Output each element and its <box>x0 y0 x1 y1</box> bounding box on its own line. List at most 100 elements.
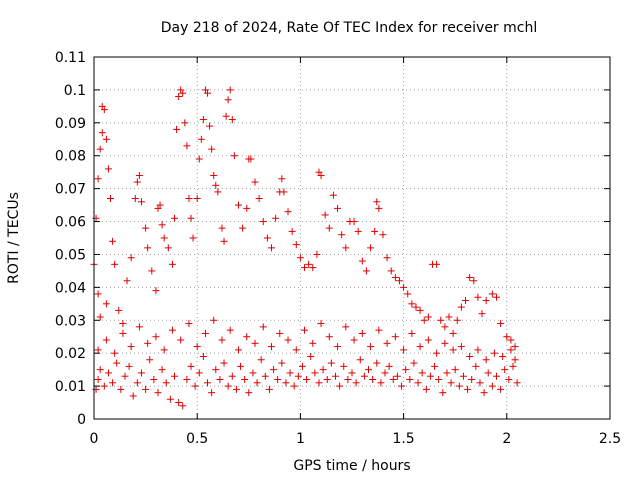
data-point <box>464 385 472 393</box>
data-point <box>113 359 121 367</box>
data-point <box>294 372 302 380</box>
data-point <box>325 224 333 232</box>
data-point <box>243 333 251 341</box>
data-point <box>408 300 416 308</box>
data-point <box>476 379 484 387</box>
data-point <box>391 273 399 281</box>
data-point <box>249 369 257 377</box>
data-point <box>96 145 104 153</box>
data-point <box>193 195 201 203</box>
data-point <box>284 208 292 216</box>
data-point <box>259 218 267 226</box>
data-point <box>443 369 451 377</box>
data-point <box>497 320 505 328</box>
data-point <box>201 329 209 337</box>
grid-lines <box>93 56 611 420</box>
data-point <box>317 320 325 328</box>
data-point <box>321 211 329 219</box>
data-point <box>237 362 245 370</box>
data-point <box>457 343 465 351</box>
data-point <box>416 306 424 314</box>
data-point <box>303 376 311 384</box>
data-point <box>472 362 480 370</box>
data-point <box>344 376 352 384</box>
data-point <box>482 297 490 305</box>
data-point <box>135 171 143 179</box>
data-point <box>451 366 459 374</box>
data-point <box>365 366 373 374</box>
data-point <box>305 260 313 268</box>
data-point <box>480 389 488 397</box>
data-point <box>503 333 511 341</box>
data-point <box>199 352 207 360</box>
data-point <box>226 86 234 94</box>
data-point <box>507 336 515 344</box>
data-point <box>459 372 467 380</box>
y-tick-label: 0.06 <box>55 215 86 231</box>
data-point <box>301 326 309 334</box>
data-point <box>354 227 362 235</box>
data-point <box>331 372 339 380</box>
x-tick-label: 1 <box>296 431 305 447</box>
data-point <box>247 155 255 163</box>
data-point <box>166 395 174 403</box>
data-point <box>218 336 226 344</box>
data-point <box>135 323 143 331</box>
data-point <box>507 346 515 354</box>
data-point <box>373 359 381 367</box>
data-point <box>350 336 358 344</box>
data-point <box>387 267 395 275</box>
data-point <box>490 349 498 357</box>
axis-ticks <box>93 56 611 420</box>
y-tick-label: 0.07 <box>55 182 86 198</box>
data-point <box>224 96 232 104</box>
data-point <box>286 369 294 377</box>
data-point <box>98 129 106 137</box>
data-point <box>127 343 135 351</box>
data-point <box>154 389 162 397</box>
data-point <box>466 352 474 360</box>
data-point <box>100 382 108 390</box>
y-tick-label: 0.1 <box>64 83 86 99</box>
data-point <box>241 376 249 384</box>
data-point <box>175 399 183 407</box>
data-point <box>309 339 317 347</box>
data-point <box>104 165 112 173</box>
data-point <box>497 385 505 393</box>
data-point <box>342 244 350 252</box>
data-point <box>170 214 178 222</box>
x-axis-label: GPS time / hours <box>293 458 410 474</box>
data-point <box>385 362 393 370</box>
data-point <box>234 346 242 354</box>
data-point <box>133 379 141 387</box>
data-point <box>280 188 288 196</box>
x-tick-label: 2.5 <box>599 431 621 447</box>
data-point <box>327 359 335 367</box>
y-tick-label: 0.11 <box>55 50 86 66</box>
data-point <box>323 376 331 384</box>
data-point <box>210 171 218 179</box>
data-point <box>311 369 319 377</box>
data-point <box>383 254 391 262</box>
data-point <box>290 382 298 390</box>
data-point <box>447 379 455 387</box>
data-point <box>251 339 259 347</box>
data-point <box>152 287 160 295</box>
data-point <box>119 320 127 328</box>
data-point <box>329 191 337 199</box>
data-point <box>449 329 457 337</box>
data-point <box>400 346 408 354</box>
data-point <box>402 366 410 374</box>
data-point <box>453 316 461 324</box>
data-point <box>144 244 152 252</box>
data-point <box>212 181 220 189</box>
data-point <box>111 260 119 268</box>
data-point <box>334 343 342 351</box>
data-point <box>313 250 321 258</box>
data-point <box>152 333 160 341</box>
data-point <box>265 385 273 393</box>
data-point <box>398 382 406 390</box>
data-point <box>356 356 364 364</box>
data-point <box>251 178 259 186</box>
y-tick-label: 0.02 <box>55 346 86 362</box>
